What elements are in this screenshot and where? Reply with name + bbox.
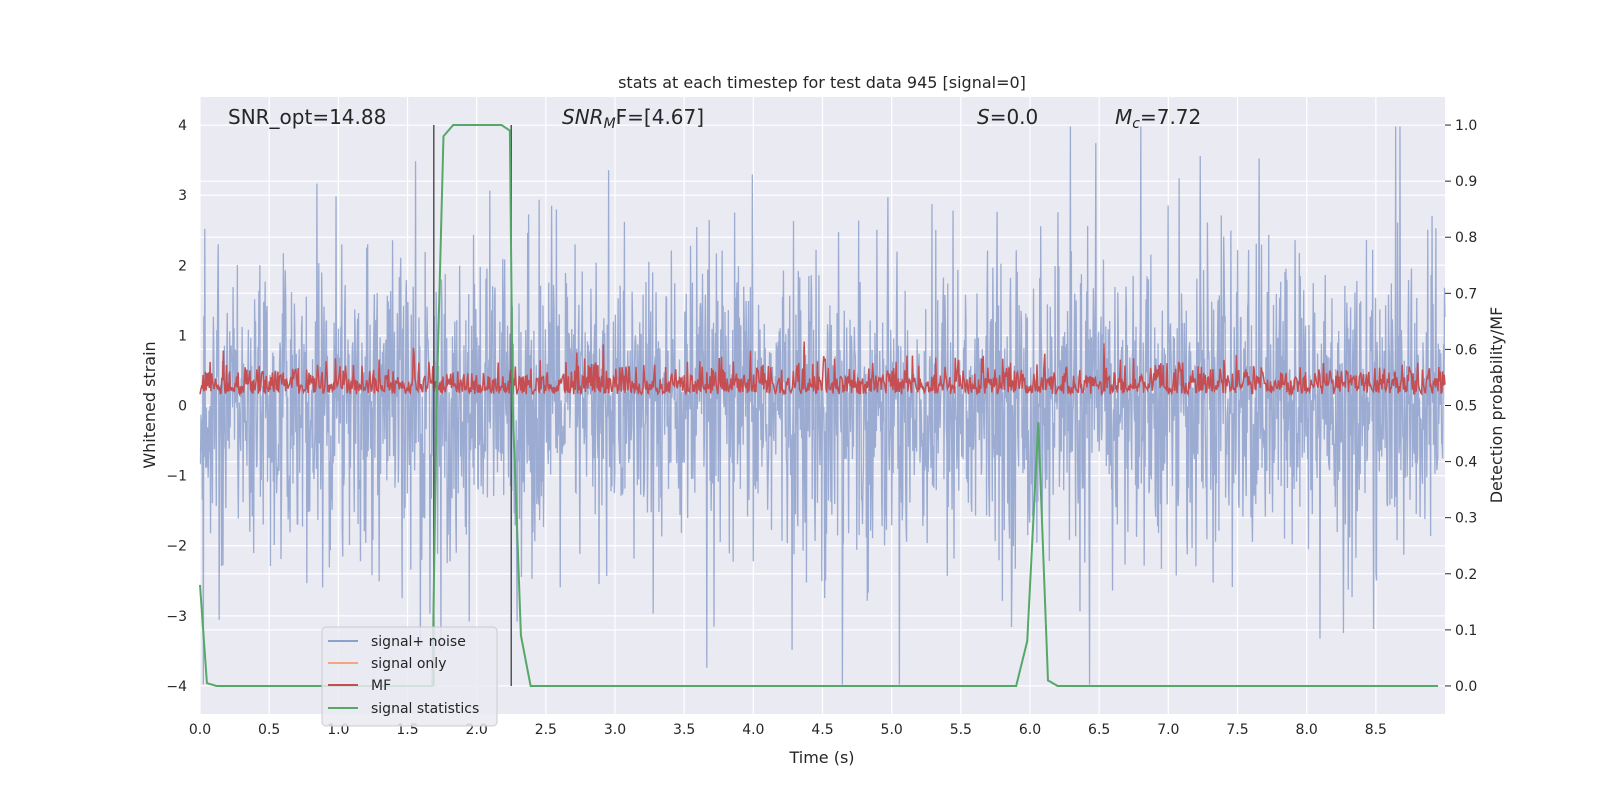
y-tick-label-right: 0.7: [1455, 286, 1477, 302]
x-tick-label: 0.0: [189, 722, 211, 738]
y-tick-label-right: 0.3: [1455, 511, 1477, 527]
x-tick-label: 4.5: [811, 722, 833, 738]
legend-label-signal-only: signal only: [371, 656, 446, 672]
annotation-s: S=0.0: [977, 105, 1038, 129]
y-tick-label-left: 0: [178, 399, 187, 415]
mf-line: [199, 341, 1446, 398]
y-tick-label-left: −3: [166, 609, 187, 625]
y-tick-label-left: −2: [166, 539, 187, 555]
y-tick-label-right: 0.8: [1455, 230, 1477, 246]
x-tick-label: 6.0: [1019, 722, 1041, 738]
x-tick-label: 7.0: [1157, 722, 1179, 738]
x-tick-label: 7.5: [1226, 722, 1248, 738]
signal-plus-noise-series: [199, 126, 1446, 685]
y-tick-label-right: 0.9: [1455, 174, 1477, 190]
annotation-snr-mf-base: SNR: [562, 105, 604, 129]
x-tick-label: 6.5: [1088, 722, 1110, 738]
annotation-s-rest: =0.0: [990, 105, 1039, 129]
y-tick-label-right: 0.0: [1455, 679, 1477, 695]
y-tick-label-right: 0.1: [1455, 623, 1477, 639]
y-tick-label-left: 1: [178, 328, 187, 344]
annotation-snr-opt: SNR_opt=14.88: [228, 105, 386, 129]
x-tick-label: 5.0: [881, 722, 903, 738]
ticks: 0.0 0.5 1.0 1.5 2.0 2.5 3.0 3.5 4.0 4.5 5.0 5.5 6.0 6…: [166, 118, 1477, 738]
x-tick-label: 5.5: [950, 722, 972, 738]
x-tick-label: 3.5: [673, 722, 695, 738]
x-tick-label: 3.0: [604, 722, 626, 738]
y-axis-label-left: Whitened strain: [140, 341, 159, 468]
annotation-mc-sub: c: [1132, 116, 1140, 132]
annotation-s-main: S: [977, 105, 990, 129]
y-tick-label-right: 0.2: [1455, 567, 1477, 583]
x-axis-label: Time (s): [788, 748, 854, 767]
signal-plus-noise-line: [199, 126, 1446, 685]
y-tick-label-right: 0.5: [1455, 399, 1477, 415]
y-tick-label-right: 0.6: [1455, 342, 1477, 358]
y-tick-label-left: −4: [166, 679, 187, 695]
legend-label-mf: MF: [371, 678, 391, 694]
annotation-snr-mf-rest: F=[4.67]: [616, 105, 704, 129]
legend-label-signal-statistics: signal statistics: [371, 701, 479, 717]
y-tick-label-right: 1.0: [1455, 118, 1477, 134]
annotation-snr-mf-sub: M: [604, 116, 616, 132]
annotation-mc: Mc=7.72: [1115, 105, 1201, 132]
y-tick-label-left: 3: [178, 188, 187, 204]
y-tick-label-left: 2: [178, 258, 187, 274]
annotation-mc-main: M: [1115, 105, 1132, 129]
y-tick-label-left: −1: [166, 469, 187, 485]
x-tick-label: 8.0: [1296, 722, 1318, 738]
y-tick-label-left: 4: [178, 118, 187, 134]
chart-title: stats at each timestep for test data 945…: [618, 73, 1026, 92]
annotation-snr-mf: SNRMF=[4.67]: [562, 105, 704, 132]
x-tick-label: 0.5: [258, 722, 280, 738]
x-tick-label: 8.5: [1365, 722, 1387, 738]
annotation-mc-rest: =7.72: [1140, 105, 1201, 129]
legend-label-signal-plus-noise: signal+ noise: [371, 634, 466, 650]
x-tick-label: 2.5: [535, 722, 557, 738]
y-axis-label-right: Detection probability/MF: [1487, 307, 1506, 504]
x-tick-label: 4.0: [742, 722, 764, 738]
legend-box: [321, 626, 498, 727]
legend: signal+ noise signal only MF signal stat…: [321, 626, 498, 727]
y-tick-label-right: 0.4: [1455, 455, 1477, 471]
mf-series: [199, 341, 1446, 398]
